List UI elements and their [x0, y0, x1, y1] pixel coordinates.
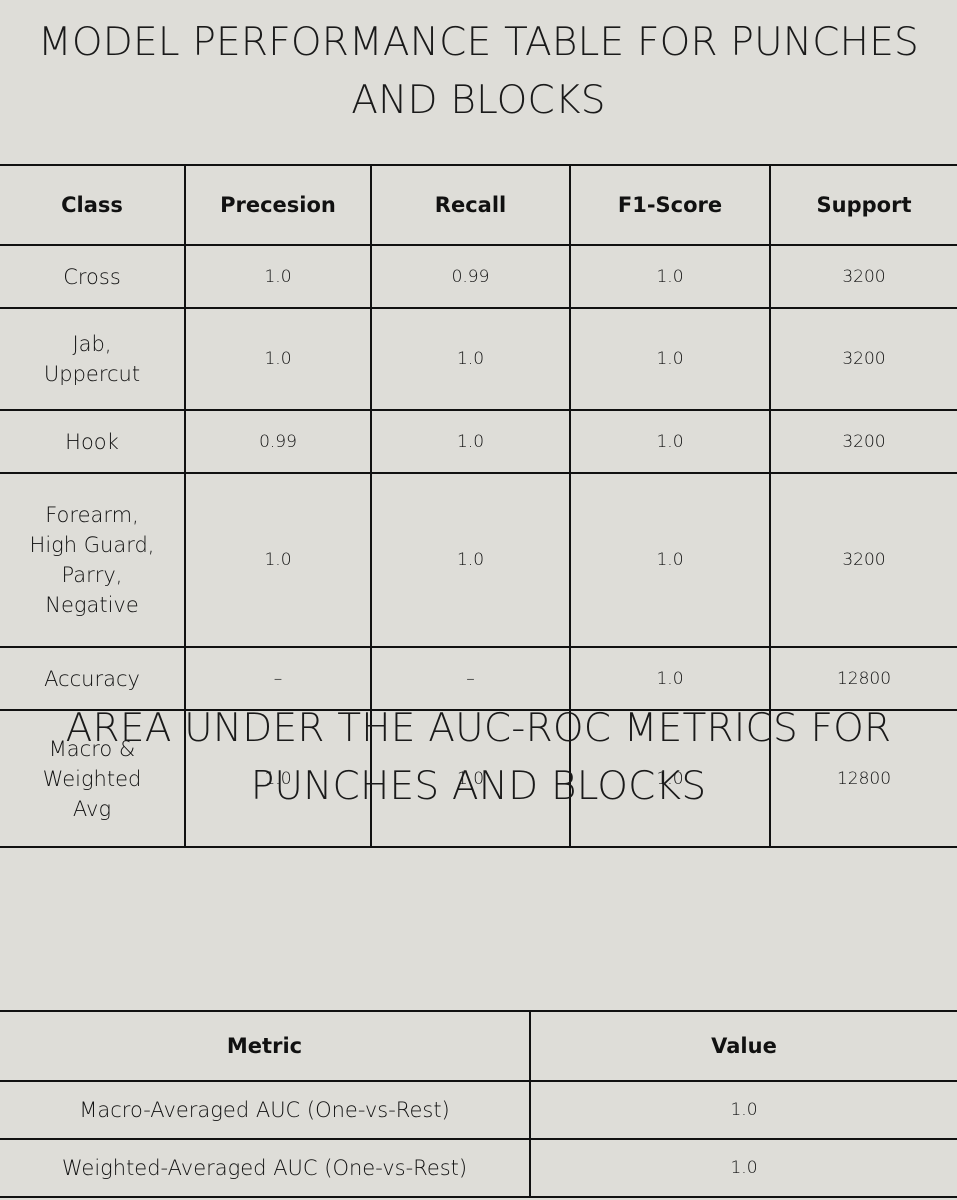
- precision-cell: 1.0: [184, 307, 372, 411]
- recall-cell: 0.99: [370, 244, 571, 309]
- header-class: Class: [0, 164, 186, 246]
- recall-cell: 1.0: [370, 472, 571, 648]
- header-metric: Metric: [0, 1010, 531, 1082]
- header-precision: Precesion: [185, 164, 372, 246]
- class-cell: Hook: [0, 409, 186, 474]
- class-cell: Accuracy: [0, 646, 186, 711]
- table-row: Weighted-Averaged AUC (One-vs-Rest) 1.0: [0, 1138, 957, 1198]
- precision-cell: –: [184, 646, 372, 711]
- f1-cell: 1.0: [569, 244, 771, 309]
- support-cell: 3200: [769, 307, 957, 411]
- table-row: Macro & Weighted Avg 1.0 1.0 1.0 12800: [0, 709, 957, 848]
- table-header-row: Class Precesion Recall F1-Score Support: [0, 164, 957, 246]
- support-cell: 3200: [769, 409, 957, 474]
- class-cell: Forearm, High Guard, Parry, Negative: [0, 472, 186, 648]
- support-cell: 3200: [769, 472, 957, 648]
- class-cell: Macro & Weighted Avg: [0, 709, 186, 848]
- recall-cell: 1.0: [370, 709, 571, 848]
- class-cell: Cross: [0, 244, 186, 309]
- class-label-line: Accuracy: [44, 666, 140, 691]
- recall-cell: –: [370, 646, 571, 711]
- class-label-line: Negative: [45, 593, 139, 617]
- header-f1-score: F1-Score: [570, 164, 771, 246]
- title-line: PUNCHES AND BLOCKS: [250, 764, 707, 809]
- header-support: Support: [770, 164, 957, 246]
- table-row: Cross 1.0 0.99 1.0 3200: [0, 244, 957, 309]
- value-cell: 1.0: [529, 1138, 957, 1198]
- auc-table-title: AREA UNDER THE AUC-ROC METRICS FOR PUNCH…: [0, 700, 957, 816]
- class-label-line: Uppercut: [43, 362, 141, 386]
- support-cell: 12800: [769, 646, 957, 711]
- support-cell: 3200: [769, 244, 957, 309]
- f1-cell: 1.0: [569, 472, 771, 648]
- class-label-line: Macro &: [48, 736, 136, 761]
- precision-cell: 1.0: [184, 244, 372, 309]
- class-label-line: Avg: [72, 796, 112, 821]
- metric-cell: Weighted-Averaged AUC (One-vs-Rest): [0, 1138, 531, 1198]
- class-label-line: High Guard,: [29, 533, 155, 557]
- f1-cell: 1.0: [569, 646, 771, 711]
- performance-table: Class Precesion Recall F1-Score Support …: [0, 164, 957, 848]
- f1-cell: 1.0: [569, 409, 771, 474]
- value-cell: 1.0: [529, 1080, 957, 1140]
- auc-table: Metric Value Macro-Averaged AUC (One-vs-…: [0, 1010, 957, 1198]
- precision-cell: 1.0: [184, 472, 372, 648]
- recall-cell: 1.0: [370, 307, 571, 411]
- class-label-line: Weighted: [42, 766, 142, 791]
- table-row: Hook 0.99 1.0 1.0 3200: [0, 409, 957, 474]
- table-row: Jab, Uppercut 1.0 1.0 1.0 3200: [0, 307, 957, 411]
- f1-cell: 1.0: [569, 307, 771, 411]
- class-label-line: Cross: [63, 264, 121, 289]
- table-row: Macro-Averaged AUC (One-vs-Rest) 1.0: [0, 1080, 957, 1140]
- class-label-line: Hook: [65, 429, 119, 454]
- title-line: AREA UNDER THE AUC-ROC METRICS FOR: [65, 706, 892, 751]
- support-cell: 12800: [769, 709, 957, 848]
- class-label-line: Parry,: [61, 563, 123, 587]
- table-row: Accuracy – – 1.0 12800: [0, 646, 957, 711]
- header-recall: Recall: [371, 164, 571, 246]
- f1-cell: 1.0: [569, 709, 771, 848]
- header-value: Value: [529, 1010, 957, 1082]
- title-line: MODEL PERFORMANCE TABLE FOR PUNCHES: [38, 20, 919, 65]
- precision-cell: 0.99: [184, 409, 372, 474]
- class-label-line: Jab,: [72, 332, 112, 356]
- metric-cell: Macro-Averaged AUC (One-vs-Rest): [0, 1080, 531, 1140]
- table-header-row: Metric Value: [0, 1010, 957, 1082]
- table-row: Forearm, High Guard, Parry, Negative 1.0…: [0, 472, 957, 648]
- class-label-line: Forearm,: [45, 503, 139, 527]
- class-cell: Jab, Uppercut: [0, 307, 186, 411]
- performance-table-title: MODEL PERFORMANCE TABLE FOR PUNCHES AND …: [0, 14, 957, 130]
- title-line: AND BLOCKS: [351, 78, 606, 123]
- precision-cell: 1.0: [184, 709, 372, 848]
- recall-cell: 1.0: [370, 409, 571, 474]
